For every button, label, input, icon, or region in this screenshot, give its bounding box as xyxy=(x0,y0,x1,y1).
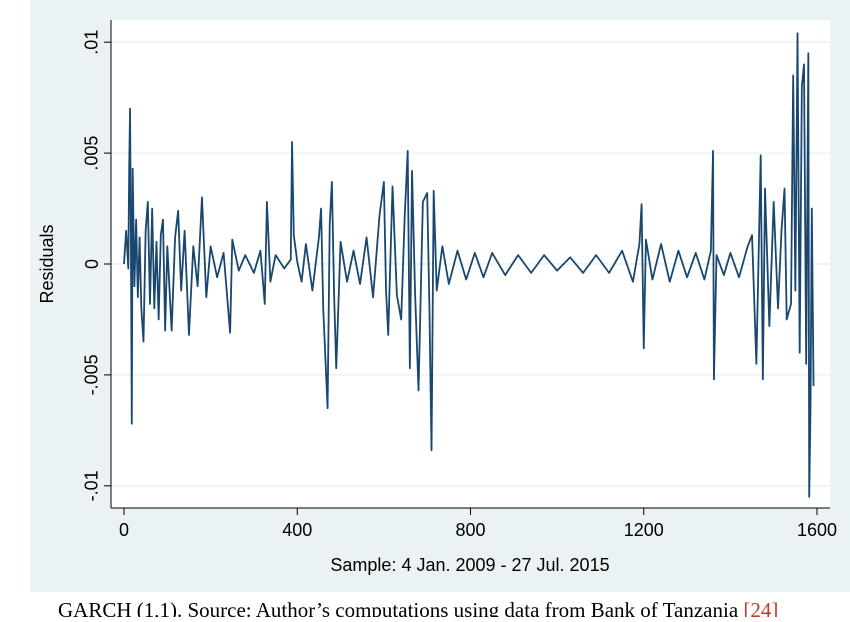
y-tick-label: .01 xyxy=(82,30,102,55)
caption-text: GARCH (1,1). Source: Author’s computatio… xyxy=(58,598,739,617)
x-axis-title: Sample: 4 Jan. 2009 - 27 Jul. 2015 xyxy=(330,555,609,575)
y-tick-label: -.01 xyxy=(82,470,102,501)
caption-ref: [24] xyxy=(743,598,778,617)
y-tick-label: 0 xyxy=(82,259,102,269)
x-tick-label: 1200 xyxy=(624,520,664,540)
y-axis-title: Residuals xyxy=(37,224,57,303)
y-tick-label: -.005 xyxy=(82,354,102,395)
y-tick-label: .005 xyxy=(82,136,102,171)
caption: GARCH (1,1). Source: Author’s computatio… xyxy=(58,598,778,617)
x-tick-label: 1600 xyxy=(797,520,837,540)
x-tick-label: 400 xyxy=(282,520,312,540)
x-tick-label: 0 xyxy=(119,520,129,540)
residual-line xyxy=(123,32,815,498)
x-tick-label: 800 xyxy=(455,520,485,540)
